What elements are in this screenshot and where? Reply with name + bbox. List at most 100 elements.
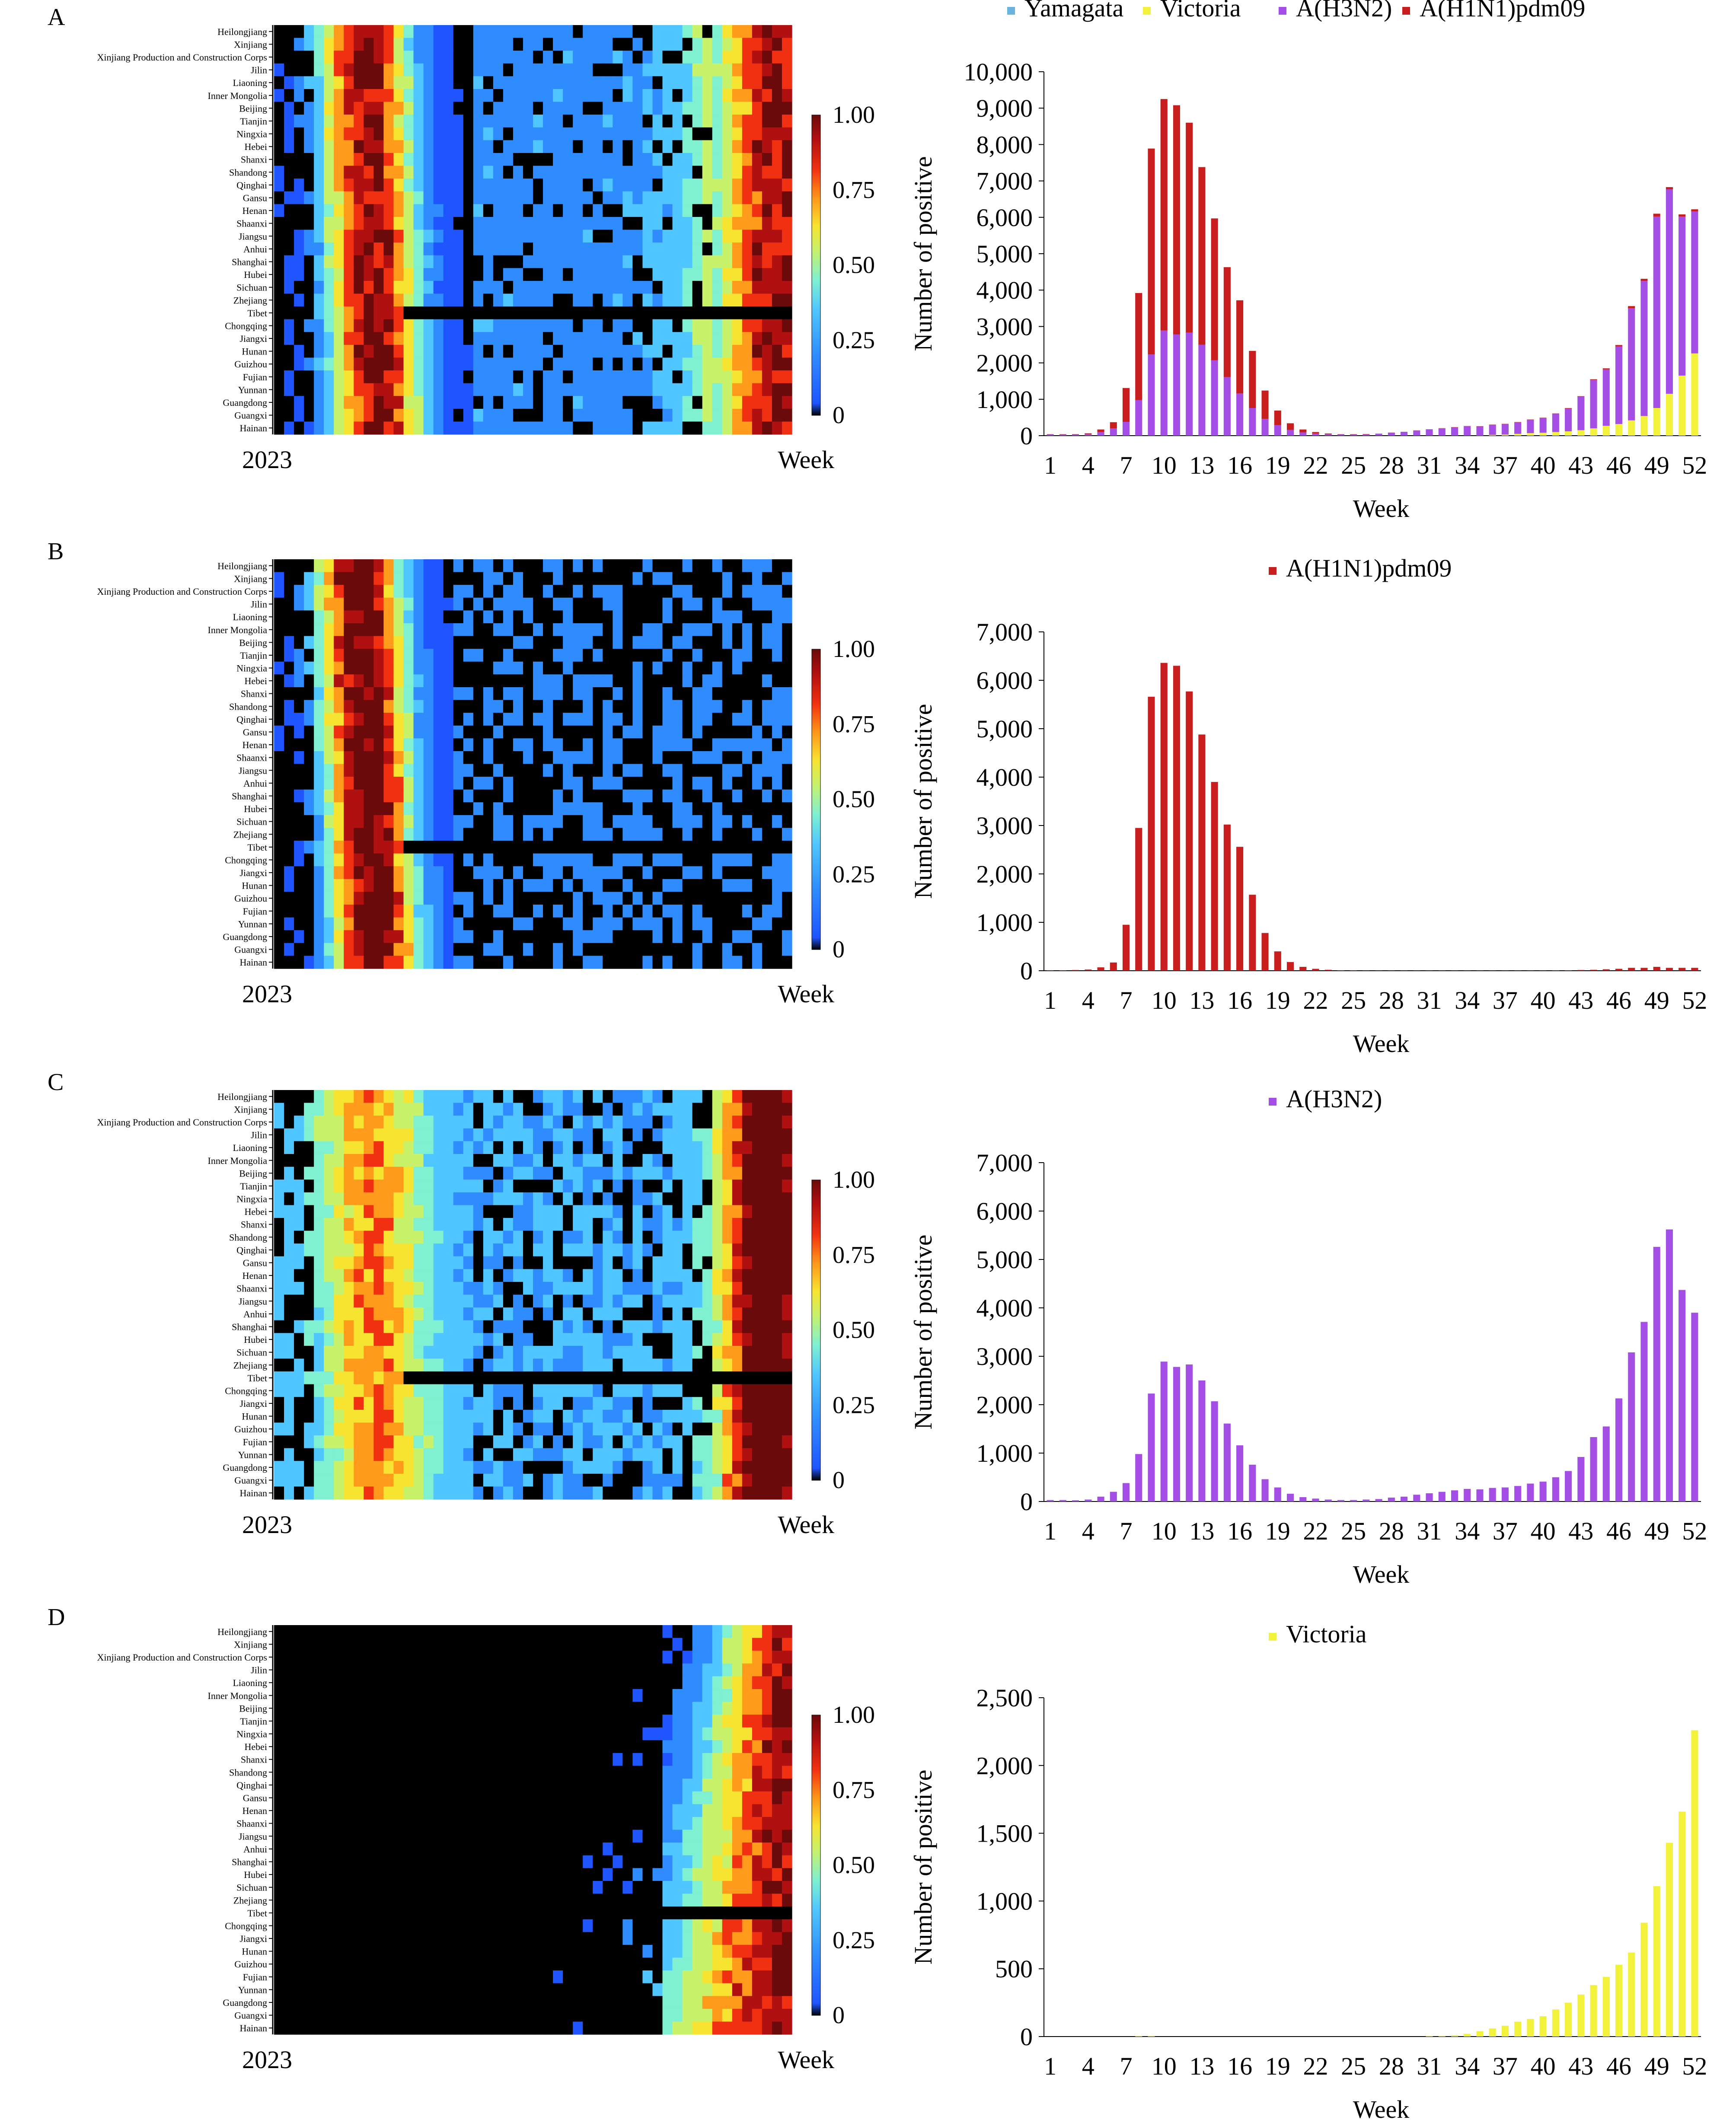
heatmap-cell (314, 917, 324, 931)
heatmap-cell (493, 153, 504, 166)
heatmap-cell (702, 802, 713, 816)
heatmap-cell (314, 140, 324, 153)
heatmap-cell (583, 815, 593, 829)
heatmap-cell (622, 408, 633, 422)
heatmap-cell (413, 153, 424, 166)
heatmap-cell (672, 1154, 683, 1167)
heatmap-cell (344, 789, 354, 803)
heatmap-cell (742, 89, 753, 102)
heatmap-cell (324, 1384, 334, 1397)
heatmap-cell (284, 293, 294, 307)
heatmap-cell (782, 674, 792, 688)
heatmap-cell (503, 1179, 514, 1193)
heatmap-cell (742, 293, 753, 307)
heatmap-cell (364, 1320, 374, 1333)
heatmap-cell (453, 930, 464, 944)
heatmap-cell (593, 89, 603, 102)
heatmap-cell (543, 1320, 553, 1333)
heatmap-cell (563, 25, 573, 38)
heatmap-cell (523, 1128, 533, 1141)
x-tick-label: 46 (1606, 986, 1631, 1014)
x-tick-label: 34 (1455, 451, 1480, 479)
heatmap-cell (314, 1243, 324, 1257)
heatmap-cell (732, 738, 743, 752)
heatmap-cell (364, 1307, 374, 1321)
heatmap-cell (603, 51, 613, 64)
heatmap-cell (742, 1256, 753, 1269)
heatmap-cell (364, 191, 374, 204)
heatmap-cell (533, 204, 543, 217)
heatmap-cell (403, 1167, 414, 1180)
heatmap-cell (593, 700, 603, 713)
heatmap-cell (383, 828, 394, 841)
heatmap-cell (473, 1358, 484, 1372)
heatmap-cell (563, 1256, 573, 1269)
heatmap-cell (732, 597, 743, 611)
heatmap-cell (613, 217, 623, 230)
heatmap-cell (354, 828, 364, 841)
heatmap-cell (344, 1345, 354, 1359)
heatmap-cell (533, 751, 543, 765)
heatmap-cell (403, 1243, 414, 1257)
heatmap-cell (284, 738, 294, 752)
heatmap-cell (652, 153, 663, 166)
heatmap-cell (513, 1205, 523, 1218)
heatmap-cell (573, 892, 583, 905)
heatmap-cell (523, 892, 533, 905)
heatmap-cell (593, 1167, 603, 1180)
heatmap-cell (772, 102, 782, 115)
heatmap-cell (672, 281, 683, 294)
heatmap-cell (463, 1179, 474, 1193)
heatmap-cell (463, 956, 474, 969)
heatmap-cell (553, 370, 563, 384)
heatmap-cell (782, 1167, 792, 1180)
heatmap-cell (772, 1179, 782, 1193)
heatmap-cell (662, 687, 673, 701)
heatmap-cell (433, 204, 444, 217)
heatmap-cell (513, 421, 523, 435)
heatmap-cell (284, 1154, 294, 1167)
heatmap-cell (373, 1103, 384, 1116)
heatmap-cell (493, 217, 504, 230)
heatmap-cell (383, 943, 394, 956)
heatmap-cell (513, 841, 523, 854)
heatmap-cell (583, 1103, 593, 1116)
heatmap-cell (463, 879, 474, 893)
heatmap-cell (523, 51, 533, 64)
heatmap-cell (433, 115, 444, 128)
heatmap-cell (543, 866, 553, 880)
heatmap-cell (742, 1179, 753, 1193)
heatmap-cell (523, 1192, 533, 1205)
heatmap-cell (344, 268, 354, 281)
heatmap-cell (503, 1103, 514, 1116)
heatmap-cell (503, 1256, 514, 1269)
heatmap-cell (443, 700, 454, 713)
heatmap-cell (493, 63, 504, 77)
heatmap-cell (662, 344, 673, 358)
heatmap-cell (324, 408, 334, 422)
heatmap-cell (652, 956, 663, 969)
heatmap-cell (672, 1179, 683, 1193)
heatmap-cell (393, 751, 404, 765)
heatmap-cell (573, 841, 583, 854)
heatmap-cell (413, 319, 424, 332)
heatmap-cell (513, 357, 523, 371)
heatmap-cell (443, 332, 454, 345)
heatmap-cell (354, 930, 364, 944)
heatmap-cell (573, 1281, 583, 1295)
heatmap-cell (742, 204, 753, 217)
heatmap-cell (603, 917, 613, 931)
heatmap-cell (503, 930, 514, 944)
heatmap-cell (593, 866, 603, 880)
heatmap-cell (314, 1116, 324, 1129)
heatmap-cell (682, 255, 693, 268)
heatmap-cell (324, 828, 334, 841)
heatmap-cell (722, 1141, 733, 1154)
heatmap-cell (473, 879, 484, 893)
heatmap-cell (543, 1167, 553, 1180)
heatmap-cell (373, 1294, 384, 1308)
heatmap-cell (762, 1218, 772, 1231)
heatmap-cell (593, 357, 603, 371)
heatmap-cell (503, 1141, 514, 1154)
heatmap-cell (503, 127, 514, 140)
